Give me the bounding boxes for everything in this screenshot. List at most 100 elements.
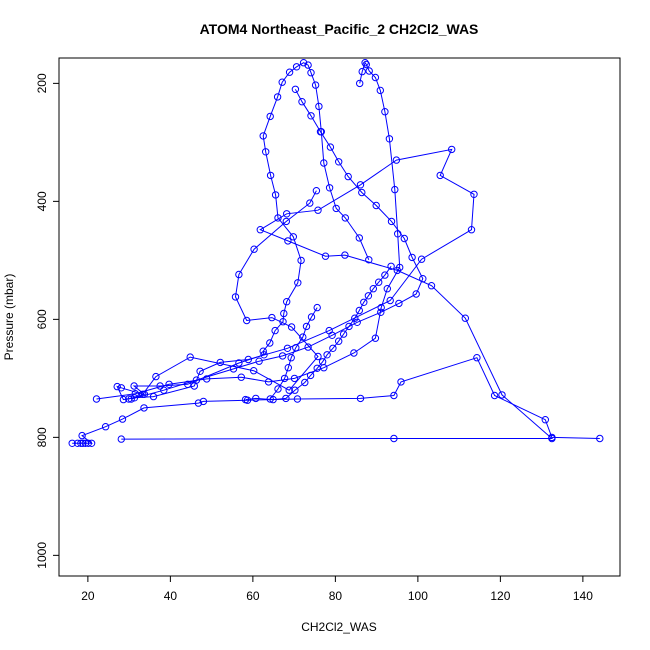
data-point <box>235 359 243 367</box>
data-point <box>448 145 456 154</box>
data-point <box>216 358 225 367</box>
data-point <box>117 384 126 392</box>
data-point <box>385 135 394 143</box>
data-point <box>266 171 275 180</box>
data-point <box>304 343 312 351</box>
data-point <box>344 172 352 181</box>
data-point <box>292 63 301 71</box>
data-point <box>291 386 299 394</box>
data-point <box>203 375 211 383</box>
data-point <box>274 214 282 222</box>
data-point <box>355 234 363 242</box>
x-tick-label: 80 <box>329 589 343 603</box>
data-point <box>470 190 478 199</box>
data-point <box>371 73 380 82</box>
data-point <box>596 434 604 443</box>
data-point <box>165 380 173 388</box>
data-point <box>255 357 263 365</box>
data-point <box>381 271 389 279</box>
x-tick-label: 20 <box>81 589 95 603</box>
data-point <box>290 374 299 383</box>
data-point <box>355 306 363 315</box>
x-tick-label: 140 <box>573 589 593 603</box>
data-point <box>307 313 316 321</box>
data-point <box>386 296 394 305</box>
data-point <box>271 326 279 335</box>
data-point <box>117 435 126 443</box>
data-point <box>390 391 398 400</box>
data-point <box>269 395 277 404</box>
data-point <box>140 404 148 412</box>
data-point <box>381 108 389 116</box>
data-point <box>264 378 273 386</box>
data-point <box>282 217 290 226</box>
data-point <box>250 367 258 375</box>
data-point <box>273 93 282 101</box>
series-line <box>245 266 392 401</box>
data-point <box>130 382 138 390</box>
data-point <box>436 171 444 180</box>
series-line <box>96 61 401 400</box>
series-2 <box>113 145 556 443</box>
data-point <box>199 397 208 406</box>
data-point <box>335 158 343 166</box>
x-axis-label: CH2Cl2_WAS <box>301 620 377 634</box>
data-point <box>266 339 274 347</box>
data-point <box>299 59 308 67</box>
series-3 <box>125 59 373 403</box>
data-point <box>356 181 365 189</box>
y-axis-label: Pressure (mbar) <box>2 274 16 361</box>
data-point <box>307 69 315 77</box>
data-point <box>318 358 327 366</box>
data-point <box>92 395 101 403</box>
data-point <box>408 253 416 262</box>
data-point <box>339 330 348 338</box>
y-axis: 200 400 600 800 1000 <box>35 73 59 569</box>
data-point <box>298 98 306 106</box>
data-point <box>316 128 325 136</box>
data-point <box>160 386 168 394</box>
data-point <box>118 415 127 423</box>
data-point <box>356 79 364 88</box>
series-1 <box>68 354 604 447</box>
data-point <box>194 399 203 407</box>
data-point <box>417 255 426 263</box>
data-point <box>259 347 267 355</box>
data-point <box>321 252 330 260</box>
data-point <box>186 353 194 361</box>
data-point <box>358 188 366 197</box>
data-point <box>341 214 349 222</box>
series-line <box>131 89 424 400</box>
data-point <box>237 373 246 381</box>
data-point <box>490 391 499 400</box>
plot-frame <box>58 57 621 577</box>
data-point <box>325 184 334 192</box>
data-point <box>358 67 366 76</box>
y-tick-label: 800 <box>35 427 49 447</box>
data-point <box>284 364 292 372</box>
y-tick-label: 600 <box>35 309 49 329</box>
data-point <box>285 68 294 76</box>
data-point <box>73 439 82 447</box>
data-point <box>101 423 110 431</box>
x-axis: 20 40 60 80 100 120 140 <box>81 576 593 603</box>
data-point <box>320 159 328 167</box>
data-point <box>392 156 401 164</box>
data-point <box>289 233 297 241</box>
series-line <box>116 148 554 440</box>
data-point <box>283 298 291 306</box>
data-point <box>326 143 335 151</box>
data-point <box>467 226 476 234</box>
data-point <box>259 132 267 140</box>
data-point <box>287 354 295 362</box>
data-point <box>79 439 87 447</box>
data-point <box>391 185 399 194</box>
data-point <box>250 245 258 253</box>
data-point <box>313 303 321 312</box>
data-point <box>302 322 311 331</box>
data-point <box>313 364 321 372</box>
data-point <box>293 395 302 403</box>
data-point <box>473 354 481 362</box>
data-point <box>266 112 274 121</box>
